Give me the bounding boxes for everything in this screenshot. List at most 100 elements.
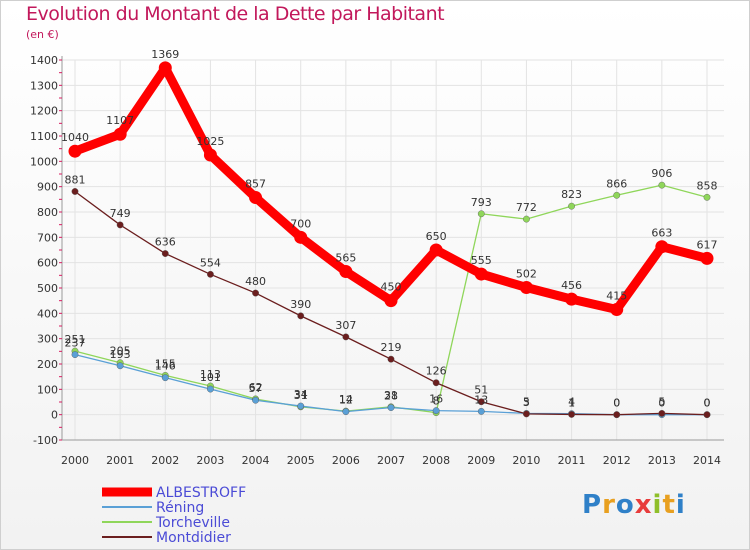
data-point-montdidier	[342, 333, 350, 341]
data-label-montdidier: 390	[290, 298, 311, 311]
data-label-montdidier: 0	[613, 397, 620, 410]
data-label-albestroff: 857	[245, 178, 266, 191]
data-point-montdidier	[477, 398, 485, 406]
data-point-torcheville	[613, 191, 621, 199]
data-point-albestroff	[294, 230, 308, 244]
proxiti-logo: Proxiti	[582, 490, 686, 520]
x-tick-label: 2005	[287, 454, 315, 467]
x-tick-label: 2001	[106, 454, 134, 467]
x-tick-label: 2010	[512, 454, 540, 467]
data-point-réning	[207, 385, 214, 393]
data-label-albestroff: 1369	[151, 48, 179, 61]
data-point-albestroff	[610, 303, 624, 317]
data-point-réning	[71, 351, 79, 359]
data-point-réning	[116, 362, 124, 370]
data-point-réning	[297, 402, 305, 410]
data-label-torcheville: 31	[294, 389, 308, 402]
data-point-réning	[252, 396, 259, 404]
x-tick-label: 2006	[332, 454, 360, 467]
data-point-montdidier	[432, 379, 440, 387]
data-point-albestroff	[249, 191, 263, 205]
data-label-albestroff: 502	[516, 267, 537, 280]
data-label-réning: 28	[384, 390, 398, 403]
data-point-montdidier	[703, 411, 711, 419]
data-point-albestroff	[474, 267, 488, 281]
data-point-albestroff	[113, 127, 127, 141]
data-label-réning: 34	[294, 388, 308, 401]
data-label-montdidier: 5	[658, 395, 665, 408]
legend-label-torcheville: Torcheville	[155, 515, 230, 531]
data-label-torcheville: 823	[561, 188, 582, 201]
data-label-réning: 237	[65, 337, 86, 350]
legend-label-réning: Réning	[156, 500, 204, 516]
y-tick-label: 0	[51, 409, 58, 422]
y-tick-label: -100	[33, 434, 58, 447]
data-label-torcheville: 772	[516, 201, 537, 214]
data-point-albestroff	[68, 144, 82, 158]
data-label-torcheville: 793	[471, 196, 492, 209]
data-label-montdidier: 126	[426, 365, 447, 378]
data-point-albestroff	[384, 294, 398, 308]
data-label-réning: 13	[474, 393, 488, 406]
data-label-torcheville: 113	[200, 368, 221, 381]
data-point-montdidier	[613, 411, 621, 419]
x-tick-label: 2008	[422, 454, 450, 467]
y-tick-label: 800	[37, 206, 58, 219]
data-point-montdidier	[161, 250, 169, 257]
data-label-albestroff: 700	[290, 217, 311, 230]
legend-label-albestroff: ALBESTROFF	[156, 485, 246, 501]
data-point-albestroff	[700, 251, 714, 265]
data-label-albestroff: 617	[697, 238, 718, 251]
data-label-montdidier: 749	[110, 207, 131, 220]
chart-subtitle: (en €)	[26, 28, 59, 41]
x-tick-label: 2002	[151, 454, 179, 467]
data-label-albestroff: 555	[471, 254, 492, 267]
data-label-torcheville: 31	[384, 389, 398, 402]
data-label-torcheville: 205	[110, 345, 131, 358]
data-label-albestroff: 565	[335, 252, 356, 265]
y-tick-label: 300	[37, 333, 58, 346]
data-point-réning	[432, 407, 440, 415]
data-label-torcheville: 155	[155, 357, 176, 370]
data-label-albestroff: 1107	[106, 114, 134, 127]
data-point-albestroff	[158, 61, 172, 75]
data-point-montdidier	[568, 411, 575, 418]
data-label-albestroff: 1025	[196, 135, 224, 148]
data-point-torcheville	[703, 193, 711, 201]
data-point-montdidier	[252, 289, 259, 297]
legend-label-montdidier: Montdidier	[156, 530, 231, 546]
data-label-montdidier: 480	[245, 275, 266, 288]
y-tick-label: 500	[37, 282, 58, 295]
data-label-réning: 5	[523, 395, 530, 408]
data-label-réning: 146	[155, 360, 176, 373]
data-point-montdidier	[658, 409, 666, 417]
data-point-réning	[477, 407, 485, 415]
data-label-montdidier: 636	[155, 236, 176, 249]
data-label-torcheville: 14	[339, 393, 353, 406]
data-point-torcheville	[523, 215, 530, 223]
data-label-torcheville: 251	[65, 333, 86, 346]
data-point-montdidier	[297, 312, 305, 320]
data-label-réning: 57	[249, 382, 263, 395]
data-point-torcheville	[658, 181, 666, 189]
y-tick-label: 200	[37, 358, 58, 371]
data-label-réning: 0	[704, 397, 711, 410]
data-point-réning	[161, 374, 169, 382]
data-point-albestroff	[655, 240, 669, 254]
data-label-torcheville: 858	[697, 179, 718, 192]
data-label-albestroff: 456	[561, 279, 582, 292]
data-point-albestroff	[519, 280, 533, 294]
data-point-albestroff	[339, 265, 353, 279]
data-label-réning: 0	[613, 397, 620, 410]
x-tick-label: 2014	[693, 454, 721, 467]
y-tick-label: 1100	[30, 130, 58, 143]
chart-title: Evolution du Montant de la Dette par Hab…	[26, 3, 445, 25]
data-point-montdidier	[207, 270, 214, 278]
data-label-réning: 0	[658, 397, 665, 410]
y-tick-label: 1400	[30, 54, 58, 67]
data-label-réning: 101	[200, 371, 221, 384]
data-label-albestroff: 650	[426, 230, 447, 243]
data-label-montdidier: 307	[335, 319, 356, 332]
data-point-réning	[387, 404, 395, 411]
